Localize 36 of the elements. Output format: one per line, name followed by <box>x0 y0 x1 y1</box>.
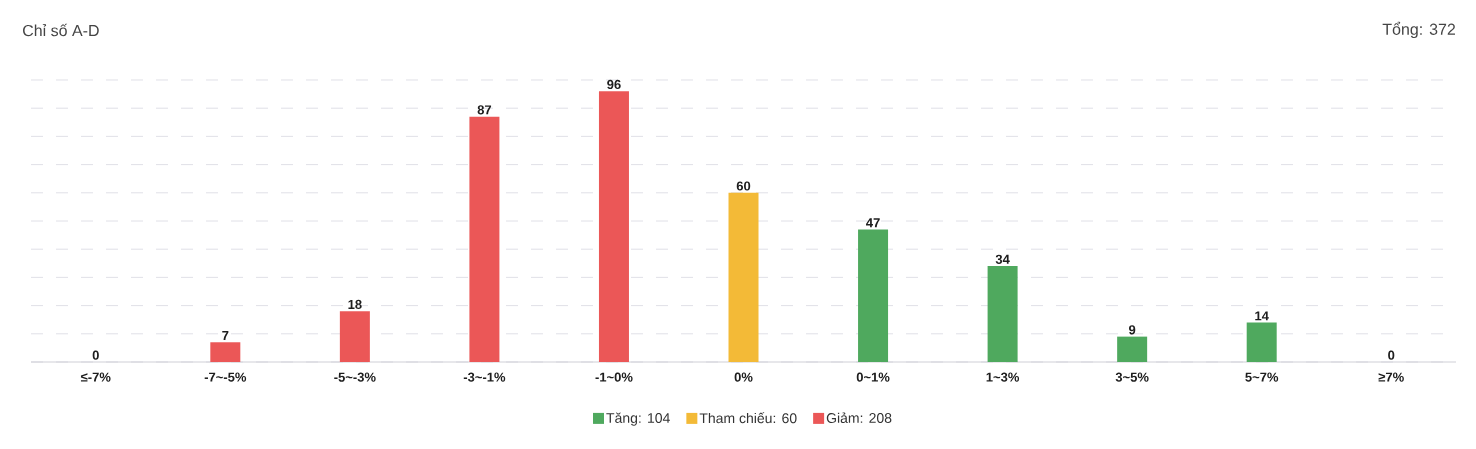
x-tick-label: -3~-1% <box>463 372 506 382</box>
bar <box>728 192 759 362</box>
data-label: 47 <box>866 218 880 228</box>
x-tick-label: 3~5% <box>1115 372 1149 382</box>
x-tick-label: 0% <box>734 372 753 382</box>
data-label: 14 <box>1255 311 1269 321</box>
data-label: 34 <box>995 254 1010 264</box>
bar <box>858 229 889 362</box>
x-tick-label: -5~-3% <box>334 372 376 382</box>
data-label: 18 <box>348 299 362 310</box>
data-label: 0 <box>1388 350 1395 360</box>
bar <box>339 311 370 362</box>
data-label: 9 <box>1128 325 1136 335</box>
x-tick-label: 1~3% <box>986 372 1020 382</box>
data-label: 96 <box>607 79 621 90</box>
bar <box>987 266 1018 362</box>
x-tick-label: -7~-5% <box>204 372 247 382</box>
bar <box>1246 322 1277 362</box>
bar <box>598 91 629 362</box>
x-tick-label: ≥7% <box>1378 372 1404 382</box>
bar <box>469 116 500 362</box>
x-tick-label: ≤-7% <box>80 372 111 382</box>
text: Tổng: 372 <box>1382 21 1455 39</box>
bar <box>1117 336 1148 362</box>
x-tick-label: 5~7% <box>1245 372 1279 382</box>
x-tick-label: 0~1% <box>856 372 890 382</box>
legend-label: Tăng: 104 <box>606 412 670 426</box>
legend-label: Tham chiếu: 60 <box>699 412 797 424</box>
data-label: 7 <box>222 331 229 341</box>
x-tick-label: -1~0% <box>595 372 633 382</box>
data-label: 87 <box>477 105 492 115</box>
bar <box>210 342 241 362</box>
chart-title: Chỉ số A-D <box>23 23 99 37</box>
data-label: 0 <box>92 350 99 360</box>
legend-label: Giảm: 208 <box>826 412 892 424</box>
data-label: 60 <box>736 181 751 191</box>
